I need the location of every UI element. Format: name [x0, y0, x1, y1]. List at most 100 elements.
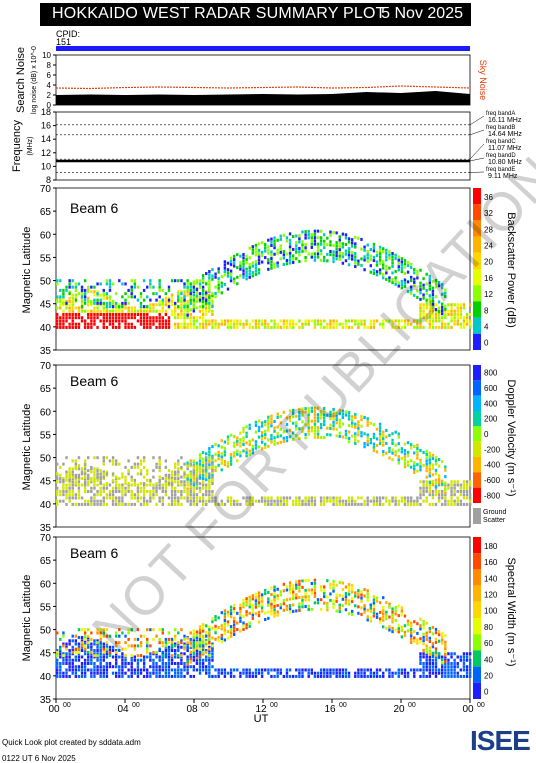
power-cell	[68, 292, 70, 295]
width-cell	[193, 665, 195, 668]
power-cell	[457, 323, 459, 326]
velocity-cell	[68, 467, 70, 470]
velocity-cell	[121, 472, 123, 475]
width-cell	[410, 625, 412, 628]
width-cell	[276, 588, 278, 591]
velocity-cell	[196, 468, 198, 471]
width-cell	[186, 672, 188, 675]
velocity-cell	[357, 496, 359, 499]
power-cell	[357, 260, 359, 263]
velocity-cell	[121, 490, 123, 493]
velocity-cell	[180, 476, 182, 479]
velocity-cell	[118, 500, 120, 503]
velocity-cell	[385, 452, 387, 455]
power-cell	[106, 292, 108, 295]
power-cell	[267, 268, 269, 271]
velocity-cell	[72, 480, 74, 483]
power-cell	[236, 326, 238, 329]
power-cell	[314, 243, 316, 246]
width-cell	[444, 654, 446, 657]
velocity-cell	[388, 503, 390, 506]
power-cell	[140, 302, 142, 305]
width-cell	[155, 665, 157, 668]
width-cell	[363, 595, 365, 598]
width-cell	[289, 585, 291, 588]
velocity-cell	[96, 500, 98, 503]
power-cell	[314, 256, 316, 259]
velocity-cell	[93, 500, 95, 503]
velocity-cell	[180, 503, 182, 506]
velocity-cell	[469, 493, 471, 496]
power-cell	[158, 319, 160, 322]
width-cell	[435, 654, 437, 657]
width-cell	[196, 630, 198, 633]
width-cell	[177, 668, 179, 671]
velocity-cell	[410, 496, 412, 499]
power-cell	[320, 319, 322, 322]
velocity-cell	[438, 496, 440, 499]
power-cell	[62, 319, 64, 322]
power-cell	[193, 316, 195, 319]
width-cell	[425, 638, 427, 641]
velocity-cell	[183, 472, 185, 475]
width-cell	[134, 655, 136, 658]
power-cell	[270, 267, 272, 270]
velocity-cell	[121, 493, 123, 496]
width-cell	[388, 672, 390, 675]
width-cell	[329, 668, 331, 671]
velocity-cell	[81, 503, 83, 506]
width-cell	[283, 599, 285, 602]
power-cell	[68, 286, 70, 289]
velocity-cell	[202, 461, 204, 464]
width-cell	[242, 628, 244, 631]
velocity-cell	[407, 454, 409, 457]
width-cell	[311, 588, 313, 591]
power-cell	[224, 283, 226, 286]
width-cell	[345, 602, 347, 605]
width-cell	[348, 593, 350, 596]
power-cell	[93, 286, 95, 289]
width-cell	[239, 620, 241, 623]
width-cell	[258, 604, 260, 607]
velocity-cell	[96, 503, 98, 506]
lat-tick-label: 55	[40, 430, 52, 441]
power-cell	[304, 237, 306, 240]
width-cell	[149, 675, 151, 678]
power-cell	[84, 289, 86, 292]
width-cell	[174, 635, 176, 638]
velocity-cell	[56, 472, 58, 475]
power-cell	[249, 247, 251, 250]
power-cell	[308, 323, 310, 326]
power-cell	[199, 292, 201, 295]
colorbar-tick-label: 800	[484, 369, 498, 378]
width-cell	[224, 675, 226, 678]
power-cell	[131, 286, 133, 289]
width-cell	[245, 597, 247, 600]
width-cell	[152, 638, 154, 641]
width-cell	[286, 598, 288, 601]
power-cell	[190, 308, 192, 311]
velocity-cell	[429, 487, 431, 490]
power-cell	[190, 319, 192, 322]
width-cell	[410, 668, 412, 671]
width-cell	[183, 644, 185, 647]
velocity-cell	[298, 503, 300, 506]
power-cell	[183, 319, 185, 322]
width-cell	[168, 668, 170, 671]
colorbar-segment	[473, 442, 481, 457]
velocity-cell	[199, 466, 201, 469]
width-cell	[90, 646, 92, 649]
power-cell	[391, 258, 393, 261]
velocity-cell	[93, 483, 95, 486]
width-cell	[180, 641, 182, 644]
width-cell	[391, 611, 393, 614]
velocity-cell	[407, 464, 409, 467]
width-cell	[162, 662, 164, 665]
power-cell	[239, 261, 241, 264]
velocity-cell	[112, 500, 114, 503]
power-cell	[379, 262, 381, 265]
width-cell	[75, 675, 77, 678]
width-cell	[121, 668, 123, 671]
width-cell	[217, 636, 219, 639]
